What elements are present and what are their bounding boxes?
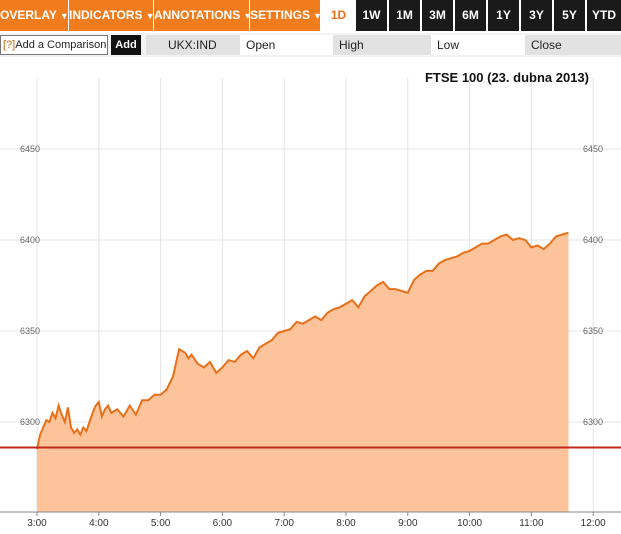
range-1d-button[interactable]: 1D [323, 0, 354, 31]
x-tick-label: 7:00 [274, 518, 294, 529]
x-tick-label: 6:00 [213, 518, 233, 529]
comparison-input[interactable]: [?]Add a Comparison [0, 35, 108, 55]
y-tick-label-left: 6400 [20, 235, 40, 245]
price-line [36, 231, 569, 450]
quote-bar: [?]Add a Comparison Add UKX:IND Open Hig… [0, 33, 621, 57]
symbol-label: UKX:IND [146, 35, 240, 55]
annotations-menu-button[interactable]: ANNOTATIONS ▼ [154, 0, 253, 31]
x-tick-label: 3:00 [27, 518, 47, 529]
y-tick-label-right: 6450 [583, 144, 603, 154]
indicators-menu-label: INDICATORS [69, 8, 143, 22]
range-1w-button[interactable]: 1W [356, 0, 387, 31]
caret-down-icon: ▼ [145, 11, 155, 21]
y-tick-label-right: 6350 [583, 326, 603, 336]
x-axis: 3:00 4:00 5:00 6:00 7:00 8:00 9:00 10:00 11:00 12… [27, 512, 606, 529]
high-label: High [333, 35, 431, 55]
overlay-menu-button[interactable]: OVERLAY ▼ [0, 0, 69, 31]
range-1m-button[interactable]: 1M [389, 0, 420, 31]
y-tick-label-right: 6300 [583, 417, 603, 427]
caret-down-icon: ▼ [313, 11, 322, 21]
settings-menu-label: SETTINGS [250, 8, 311, 22]
x-tick-label: 8:00 [336, 518, 356, 529]
annotations-menu-label: ANNOTATIONS [154, 8, 241, 22]
overlay-menu-label: OVERLAY [0, 8, 57, 22]
y-axis-left: 6300 6350 6400 6450 [20, 144, 40, 427]
caret-down-icon: ▼ [59, 11, 69, 21]
y-tick-label-left: 6350 [20, 326, 40, 336]
y-tick-label-left: 6300 [20, 417, 40, 427]
range-3y-button[interactable]: 3Y [521, 0, 552, 31]
range-3m-button[interactable]: 3M [422, 0, 453, 31]
low-label: Low [431, 35, 525, 55]
comparison-placeholder: Add a Comparison [15, 39, 107, 51]
x-tick-label: 5:00 [151, 518, 171, 529]
caret-down-icon: ▼ [243, 11, 253, 21]
settings-menu-button[interactable]: SETTINGS ▼ [250, 0, 322, 31]
y-tick-label-right: 6400 [583, 235, 603, 245]
y-axis-right: 6300 6350 6400 6450 [583, 144, 603, 427]
range-1y-button[interactable]: 1Y [488, 0, 519, 31]
chart-title: FTSE 100 (23. dubna 2013) [424, 70, 589, 85]
range-6m-button[interactable]: 6M [455, 0, 486, 31]
x-tick-label: 12:00 [581, 518, 606, 529]
x-tick-label: 10:00 [457, 518, 482, 529]
x-tick-label: 9:00 [398, 518, 418, 529]
y-tick-label-left: 6450 [20, 144, 40, 154]
indicators-menu-button[interactable]: INDICATORS ▼ [69, 0, 154, 31]
close-label: Close [525, 35, 621, 55]
add-comparison-button[interactable]: Add [111, 35, 141, 55]
price-area-fill [37, 232, 569, 512]
range-ytd-button[interactable]: YTD [587, 0, 621, 31]
chart-toolbar: OVERLAY ▼ INDICATORS ▼ ANNOTATIONS ▼ SETTIN… [0, 0, 621, 32]
open-label: Open [240, 35, 333, 55]
x-tick-label: 4:00 [89, 518, 109, 529]
help-icon[interactable]: [?] [3, 39, 16, 51]
range-5y-button[interactable]: 5Y [554, 0, 585, 31]
x-tick-label: 11:00 [519, 518, 544, 529]
